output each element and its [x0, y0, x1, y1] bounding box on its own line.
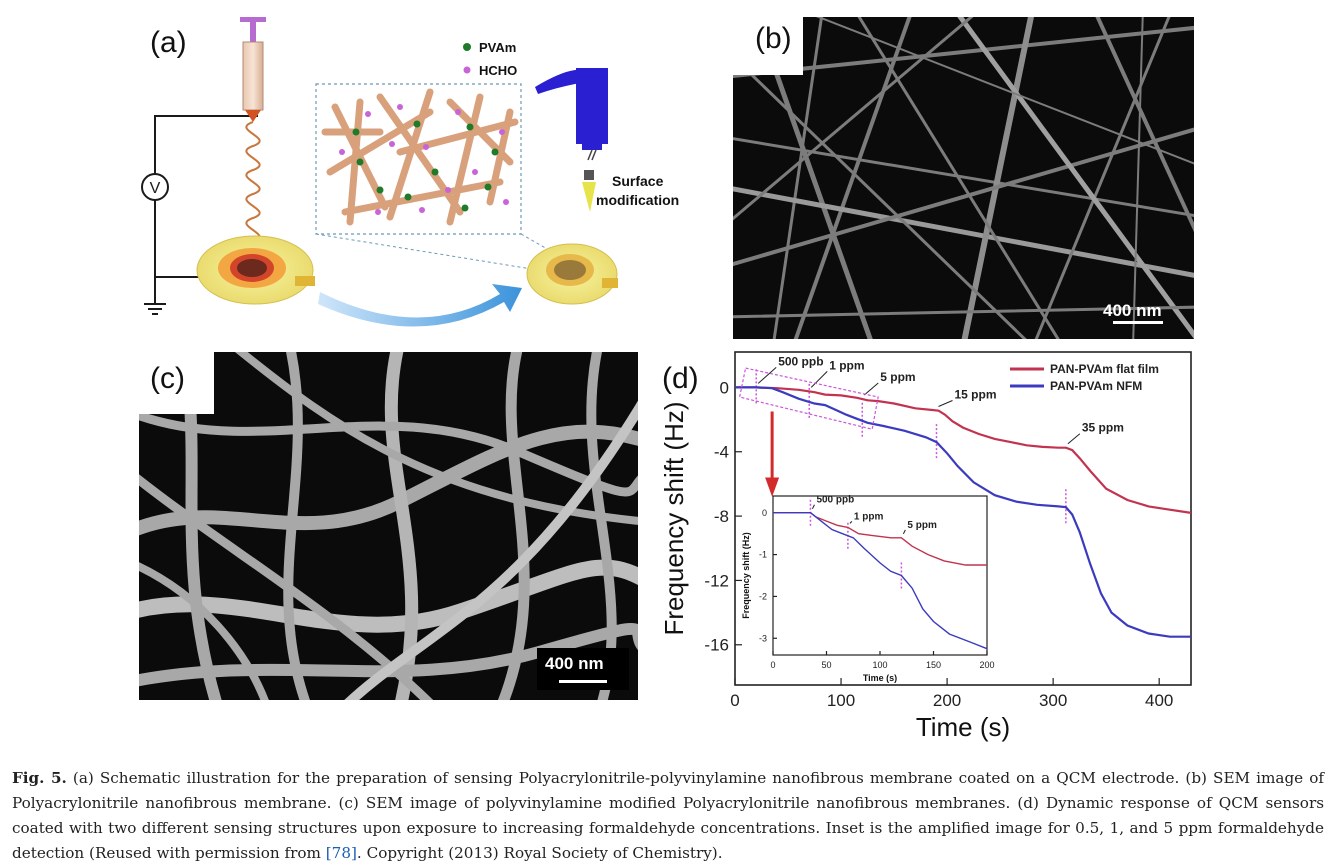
voltmeter-icon: V: [141, 173, 169, 201]
legend-label-1: PAN-PVAm flat film: [1050, 362, 1159, 376]
syringe-icon: [240, 17, 266, 122]
process-arrow-icon: [318, 284, 522, 327]
main-y-axis-label: Frequency shift (Hz): [659, 401, 689, 635]
panel-c-label-bg: [139, 352, 214, 414]
pvam-legend-label: PVAm: [479, 40, 516, 55]
inset-x-tick-label: 0: [770, 660, 775, 670]
figure-number: Fig. 5.: [12, 769, 67, 787]
panel-b-label: (b): [755, 22, 792, 55]
pipette-icon: [535, 68, 608, 212]
zoom-arrowhead-icon: [765, 477, 780, 497]
inset-y-tick-label: -1: [759, 550, 767, 560]
svg-text:V: V: [150, 180, 161, 197]
qcm-electrode-right: [526, 243, 618, 305]
main-x-tick-label: 300: [1039, 691, 1067, 710]
main-annotation-arrow: [863, 382, 879, 396]
main-annotation-arrow: [810, 371, 828, 388]
panel-a-label: (a): [150, 26, 187, 59]
inset-y-axis-label: Frequency shift (Hz): [741, 532, 751, 619]
main-series-line-1: [735, 386, 1192, 514]
panel-a: V: [130, 12, 720, 342]
inset-annotation-arrow: [902, 529, 906, 535]
pvam-molecules: [352, 120, 499, 212]
inset-annotation-label: 500 ppb: [816, 495, 854, 506]
ground-icon: [144, 303, 166, 315]
inset-annotation-label: 1 ppm: [854, 511, 884, 522]
main-y-tick-label: 0: [720, 378, 729, 397]
inset-y-tick-label: -3: [759, 633, 767, 643]
scale-bar-c: [559, 680, 607, 683]
legend-label-2: PAN-PVAm NFM: [1050, 379, 1142, 393]
schematic-illustration: V: [141, 17, 679, 327]
figure-caption: Fig. 5. (a) Schematic illustration for t…: [12, 766, 1324, 866]
sem-image-c: 400 nm: [139, 352, 638, 700]
main-annotation-label: 15 ppm: [954, 387, 996, 401]
main-y-tick-label: -8: [714, 507, 729, 526]
main-annotation-label: 5 ppm: [880, 370, 915, 384]
inset-annotation-arrow: [849, 521, 853, 524]
nanofiber-rods: [321, 88, 519, 226]
panel-d-label: (d): [662, 362, 699, 395]
hcho-legend-label: HCHO: [479, 63, 517, 78]
caption-text-end: . Copyright (2013) Royal Society of Chem…: [356, 844, 723, 862]
main-annotation-label: 35 ppm: [1082, 421, 1124, 435]
sem-image-b: 400 nm: [733, 17, 1194, 339]
inset-y-tick-label: -2: [759, 592, 767, 602]
main-series-line-2: [735, 386, 1191, 638]
main-x-tick-label: 0: [730, 691, 739, 710]
scale-bar-label-c: 400 nm: [545, 654, 604, 673]
inset-x-tick-label: 100: [872, 660, 887, 670]
inset-annotation-arrow: [812, 504, 815, 509]
main-x-tick-label: 400: [1145, 691, 1173, 710]
inset-y-tick-label: 0: [762, 508, 767, 518]
main-x-tick-label: 100: [827, 691, 855, 710]
inset-plot-area: [773, 496, 987, 655]
frequency-shift-chart: 0 100 200 300 400 0 -4 -8 -12 -16 Time (s) Frequenc…: [659, 351, 1192, 742]
panel-b-label-bg: [733, 17, 803, 75]
panel-c-label: (c): [150, 362, 185, 395]
scale-bar-label-b: 400 nm: [1103, 301, 1162, 320]
main-zoom-region: [738, 367, 879, 430]
hcho-legend-icon: [463, 66, 471, 74]
main-annotation-arrow: [1067, 433, 1081, 445]
main-plot-frame: [734, 351, 1192, 686]
main-annotation-label: 500 ppb: [778, 354, 823, 368]
inset-x-tick-label: 150: [926, 660, 941, 670]
surface-mod-label-1: Surface: [612, 173, 664, 189]
reference-link[interactable]: [78]: [325, 844, 357, 862]
main-x-axis-label: Time (s): [916, 712, 1010, 742]
pvam-legend-icon: [463, 43, 471, 51]
inset-x-tick-label: 50: [821, 660, 831, 670]
main-annotation-arrow: [938, 400, 953, 407]
caption-text: (a) Schematic illustration for the prepa…: [12, 769, 1325, 862]
inset-x-axis-label: Time (s): [863, 673, 897, 683]
main-y-tick-label: -12: [704, 571, 729, 590]
inset-annotation-label: 5 ppm: [907, 520, 937, 531]
main-x-tick-label: 200: [933, 691, 961, 710]
main-annotation-label: 1 ppm: [829, 358, 864, 372]
scale-bar-b: [1113, 321, 1163, 324]
surface-mod-label-2: modification: [596, 192, 679, 208]
inset-series-line-2: [773, 512, 988, 650]
main-y-tick-label: -4: [714, 443, 729, 462]
main-annotation-arrow: [757, 367, 777, 384]
hcho-molecules: [339, 104, 509, 215]
inset-x-tick-label: 200: [979, 660, 994, 670]
qcm-electrode-left: [196, 235, 315, 305]
main-y-tick-label: -16: [704, 636, 729, 655]
scale-bar-box-c: [537, 648, 629, 690]
